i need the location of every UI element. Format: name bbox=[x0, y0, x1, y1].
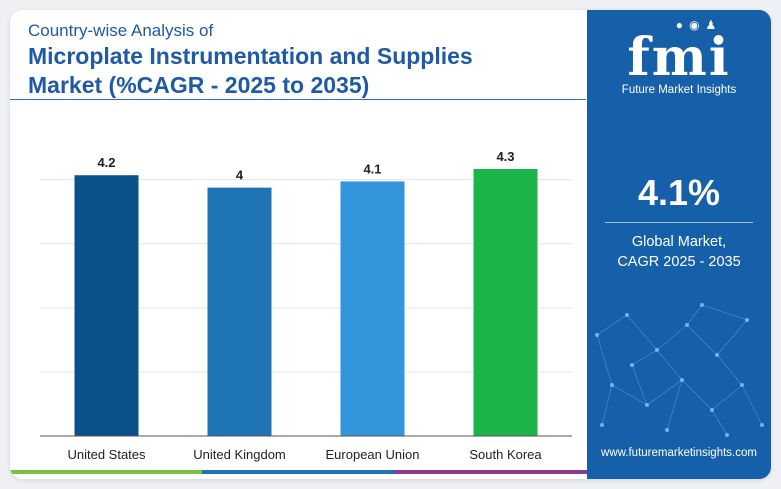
title-divider bbox=[10, 99, 586, 100]
network-node bbox=[625, 313, 629, 317]
network-node bbox=[745, 318, 749, 322]
network-link bbox=[656, 349, 683, 381]
network-node bbox=[600, 423, 604, 427]
network-node bbox=[610, 383, 614, 387]
network-link bbox=[666, 379, 683, 431]
network-node bbox=[655, 348, 659, 352]
person-icon: ♟ bbox=[705, 18, 723, 32]
network-node bbox=[715, 353, 719, 357]
bottom-bar-blue bbox=[202, 470, 394, 474]
network-link bbox=[711, 384, 743, 411]
cagr-label-line-1: Global Market, bbox=[631, 234, 727, 250]
network-node bbox=[595, 333, 599, 337]
logo-icons: ●◉♟ bbox=[587, 18, 771, 34]
network-node bbox=[645, 403, 649, 407]
category-label: United States bbox=[67, 447, 146, 462]
network-link bbox=[716, 319, 748, 356]
data-label: 4.3 bbox=[496, 149, 514, 164]
network-link bbox=[681, 379, 713, 411]
network-link bbox=[686, 304, 703, 326]
network-node bbox=[760, 423, 764, 427]
data-label: 4.2 bbox=[97, 155, 115, 170]
network-node bbox=[685, 323, 689, 327]
title-line-1: Country-wise Analysis of bbox=[28, 21, 214, 40]
network-node bbox=[710, 408, 714, 412]
network-node bbox=[630, 363, 634, 367]
network-link bbox=[611, 384, 648, 406]
logo-wordmark: fmi bbox=[627, 27, 731, 88]
network-link bbox=[656, 324, 688, 351]
network-link bbox=[631, 364, 648, 406]
network-link bbox=[596, 314, 628, 336]
chat-icon: ● bbox=[675, 18, 689, 32]
title-block: Country-wise Analysis of Microplate Inst… bbox=[28, 20, 588, 100]
bar-chart: 4.2 United States 4 United Kingdom 4.1 Europe… bbox=[40, 149, 572, 462]
cagr-divider bbox=[605, 222, 753, 223]
network-node bbox=[725, 433, 729, 437]
title-line-2: Microplate Instrumentation and Supplies bbox=[28, 43, 473, 69]
category-label: United Kingdom bbox=[193, 447, 286, 462]
bar-united-kingdom bbox=[207, 187, 272, 436]
cagr-label-line-2: CAGR 2025 - 2035 bbox=[617, 254, 741, 270]
bar-european-union bbox=[340, 181, 405, 436]
network-link bbox=[601, 384, 613, 426]
logo-subtitle: Future Market Insights bbox=[621, 84, 737, 96]
network-link bbox=[716, 354, 743, 386]
chart-card: Country-wise Analysis of Microplate Inst… bbox=[10, 10, 771, 479]
fmi-logo: ●◉♟ fmi Future Market Insights bbox=[587, 18, 771, 96]
bottom-bar-green bbox=[10, 470, 202, 474]
network-node bbox=[680, 378, 684, 382]
network-link bbox=[711, 409, 728, 436]
category-label: South Korea bbox=[469, 447, 542, 462]
summary-panel: ●◉♟ fmi Future Market Insights 4.1% Glob… bbox=[587, 10, 771, 479]
bottom-bar-purple bbox=[394, 470, 587, 474]
category-label: European Union bbox=[326, 447, 420, 462]
network-graphic bbox=[595, 303, 764, 437]
network-node bbox=[700, 303, 704, 307]
global-cagr-label: Global Market, CAGR 2025 - 2035 bbox=[587, 232, 771, 272]
globe-icon: ◉ bbox=[689, 18, 706, 32]
network-node bbox=[740, 383, 744, 387]
website-link[interactable]: www.futuremarketinsights.com bbox=[601, 447, 757, 459]
network-link bbox=[626, 314, 658, 351]
network-link bbox=[646, 379, 683, 406]
network-link bbox=[631, 349, 658, 366]
network-node bbox=[665, 428, 669, 432]
data-label: 4.1 bbox=[363, 161, 381, 176]
network-link bbox=[686, 324, 718, 356]
bar-south-korea bbox=[473, 169, 538, 436]
global-cagr-value: 4.1% bbox=[637, 172, 721, 213]
title-line-3: Market (%CAGR - 2025 to 2035) bbox=[28, 72, 370, 98]
bar-united-states bbox=[74, 175, 139, 437]
network-link bbox=[596, 334, 613, 386]
data-label: 4 bbox=[236, 168, 244, 183]
network-link bbox=[741, 384, 763, 426]
network-link bbox=[701, 304, 748, 321]
